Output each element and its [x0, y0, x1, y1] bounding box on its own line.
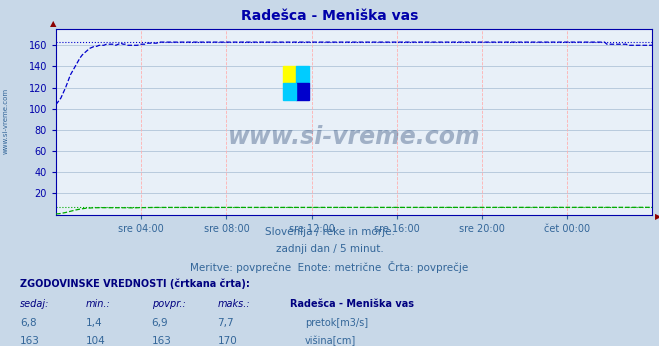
Text: 163: 163 — [20, 336, 40, 346]
Text: 6,9: 6,9 — [152, 318, 168, 328]
Text: Radešca - Meniška vas: Radešca - Meniška vas — [241, 9, 418, 22]
Bar — [296, 83, 310, 100]
Text: pretok[m3/s]: pretok[m3/s] — [305, 318, 368, 328]
Text: sedaj:: sedaj: — [20, 299, 49, 309]
Text: www.si-vreme.com: www.si-vreme.com — [228, 125, 480, 149]
Text: min.:: min.: — [86, 299, 111, 309]
Text: 7,7: 7,7 — [217, 318, 234, 328]
Text: 163: 163 — [152, 336, 171, 346]
Bar — [296, 66, 310, 83]
Bar — [283, 83, 296, 100]
Text: zadnji dan / 5 minut.: zadnji dan / 5 minut. — [275, 244, 384, 254]
Text: 170: 170 — [217, 336, 237, 346]
Text: povpr.:: povpr.: — [152, 299, 185, 309]
Text: Meritve: povprečne  Enote: metrične  Črta: povprečje: Meritve: povprečne Enote: metrične Črta:… — [190, 261, 469, 273]
Text: Slovenija / reke in morje.: Slovenija / reke in morje. — [264, 227, 395, 237]
Text: 6,8: 6,8 — [20, 318, 36, 328]
Text: www.si-vreme.com: www.si-vreme.com — [2, 88, 9, 154]
Text: ▶: ▶ — [656, 212, 659, 221]
Text: Radešca - Meniška vas: Radešca - Meniška vas — [290, 299, 414, 309]
Text: maks.:: maks.: — [217, 299, 250, 309]
Text: 104: 104 — [86, 336, 105, 346]
Text: ▲: ▲ — [50, 19, 56, 28]
Text: ZGODOVINSKE VREDNOSTI (črtkana črta):: ZGODOVINSKE VREDNOSTI (črtkana črta): — [20, 279, 250, 289]
Text: 1,4: 1,4 — [86, 318, 102, 328]
Text: višina[cm]: višina[cm] — [305, 336, 357, 346]
Bar — [283, 66, 296, 83]
